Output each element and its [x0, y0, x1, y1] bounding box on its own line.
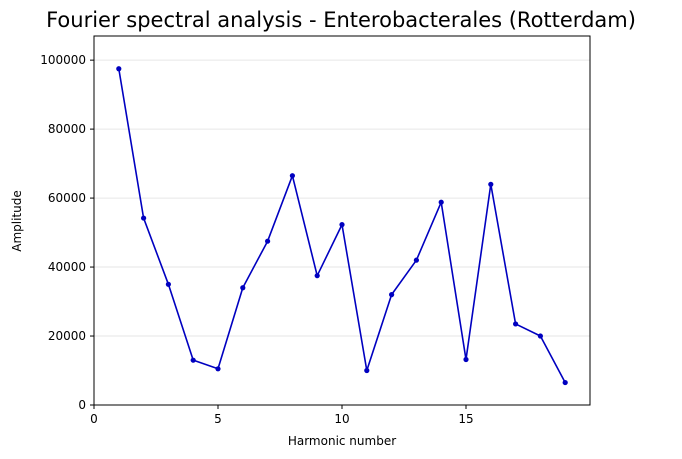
y-tick-label: 80000	[48, 122, 86, 136]
data-point	[339, 222, 345, 228]
x-axis-ticks: 0 5 10 15	[90, 405, 474, 426]
data-point	[537, 333, 544, 339]
data-point	[265, 238, 271, 244]
data-point	[215, 366, 221, 372]
data-point	[190, 357, 196, 363]
data-point	[165, 281, 171, 287]
series-layer	[116, 66, 568, 386]
data-point	[116, 66, 122, 72]
y-tick-label: 40000	[48, 260, 86, 274]
data-point	[438, 199, 444, 205]
plot-frame	[93, 35, 591, 406]
x-tick-label: 0	[90, 412, 98, 426]
data-point	[364, 367, 370, 374]
data-point	[289, 173, 295, 179]
data-point	[562, 379, 568, 386]
x-tick-label: 15	[458, 412, 473, 426]
grid	[94, 59, 590, 406]
y-axis-label: Amplitude	[10, 190, 24, 252]
y-tick-label: 0	[78, 398, 86, 412]
chart-title: Fourier spectral analysis - Enterobacter…	[46, 8, 636, 32]
data-point	[141, 215, 147, 221]
data-point	[314, 273, 320, 279]
y-tick-label: 100000	[40, 53, 86, 67]
y-tick-label: 20000	[48, 329, 86, 343]
data-point	[413, 257, 419, 263]
y-axis-ticks: 0 20000 40000 60000 80000 100000	[40, 53, 94, 412]
data-point	[513, 321, 519, 327]
x-tick-label: 5	[214, 412, 222, 426]
x-axis-label: Harmonic number	[288, 434, 396, 448]
x-tick-label: 10	[334, 412, 349, 426]
data-point	[463, 356, 469, 363]
data-point	[389, 292, 395, 298]
y-tick-label: 60000	[48, 191, 86, 205]
data-point	[488, 181, 494, 187]
data-point	[240, 285, 246, 291]
